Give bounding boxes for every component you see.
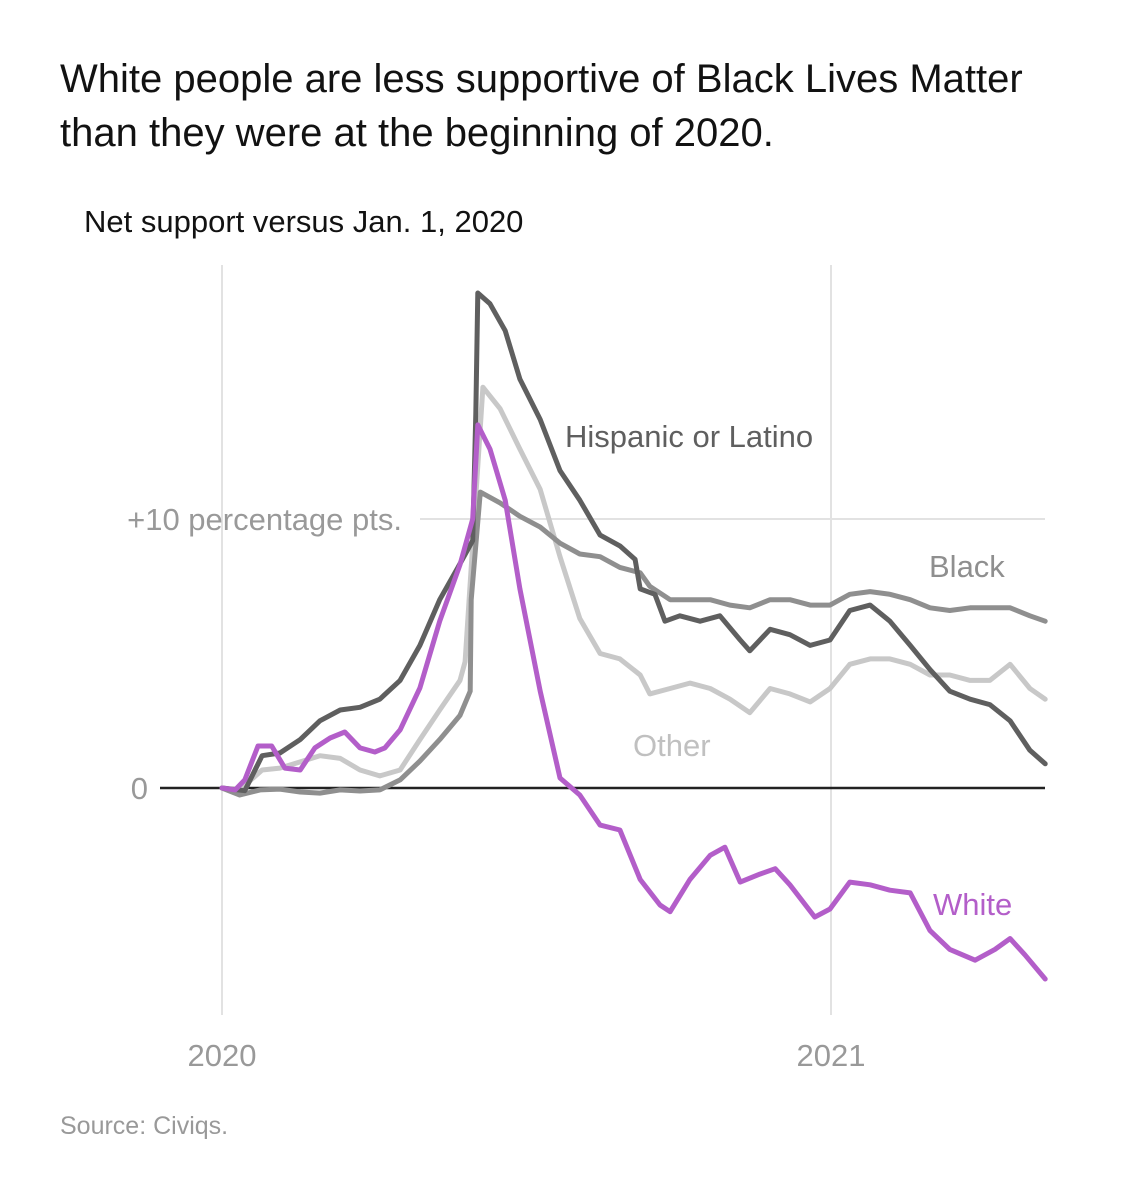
source-note: Source: Civiqs. xyxy=(60,1112,229,1140)
series-label-white: White xyxy=(933,887,1012,922)
series-line-white xyxy=(219,422,1048,982)
chart-subtitle: Net support versus Jan. 1, 2020 xyxy=(84,204,524,239)
chart-title: White people are less supportive of Blac… xyxy=(60,57,1023,155)
series-line-hispanic-or-latino xyxy=(219,290,1048,794)
series-label-other: Other xyxy=(633,728,711,763)
y-tick-label-10: +10 percentage pts. xyxy=(127,502,402,537)
x-tick-label-2021: 2021 xyxy=(797,1038,866,1073)
series-label-hispanic: Hispanic or Latino xyxy=(565,419,813,454)
series-line-other xyxy=(219,384,1048,793)
series-label-black: Black xyxy=(929,549,1005,584)
x-tick-label-2020: 2020 xyxy=(188,1038,257,1073)
y-tick-label-0: 0 xyxy=(131,771,148,806)
series-line-black xyxy=(219,489,1048,798)
